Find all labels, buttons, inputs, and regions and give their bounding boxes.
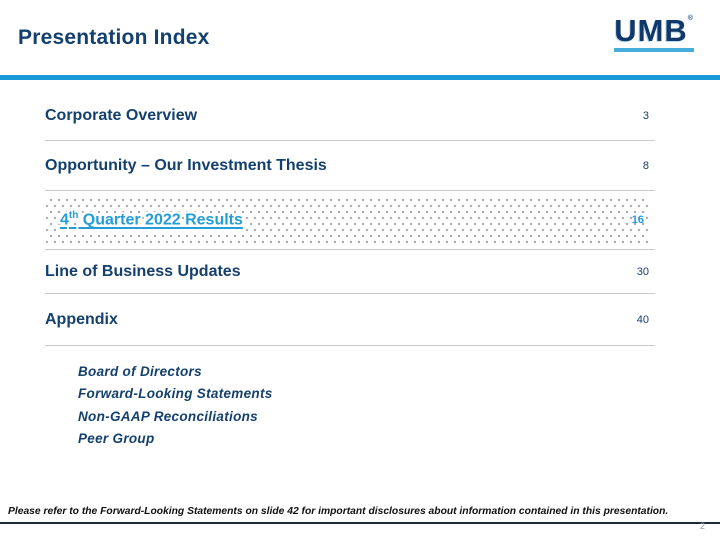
index-row-appendix: Appendix 40 xyxy=(45,294,655,346)
index-item-page-number: 16 xyxy=(631,213,644,226)
index-row-q4-results-highlighted: 4th Quarter 2022 Results 16 xyxy=(45,191,655,250)
umb-logo: UMB® xyxy=(614,15,694,52)
index-item-label: Line of Business Updates xyxy=(45,262,241,280)
footer-disclaimer-bar: Please refer to the Forward-Looking Stat… xyxy=(0,501,720,524)
sub-item-board-of-directors: Board of Directors xyxy=(78,364,202,379)
index-row-corporate-overview: Corporate Overview 3 xyxy=(45,91,655,141)
index-list: Corporate Overview 3 Opportunity – Our I… xyxy=(45,91,655,346)
index-item-page-number: 3 xyxy=(642,109,649,122)
page-title: Presentation Index xyxy=(18,26,210,49)
index-row-opportunity: Opportunity – Our Investment Thesis 8 xyxy=(45,141,655,191)
slide-page-number: 2 xyxy=(699,521,705,531)
sub-item-forward-looking-statements: Forward-Looking Statements xyxy=(78,386,273,402)
index-item-page-number: 40 xyxy=(636,313,649,326)
umb-logo-text: UMB® xyxy=(614,15,694,46)
registered-trademark-symbol: ® xyxy=(687,15,694,22)
index-item-label: Quarter 2022 Results xyxy=(78,211,243,229)
umb-logo-wordmark: UMB xyxy=(614,13,688,48)
umb-logo-underline xyxy=(614,48,694,52)
index-item-label: Appendix xyxy=(45,310,118,328)
header-divider-rule xyxy=(0,75,720,80)
appendix-sub-items: Board of Directors Forward-Looking State… xyxy=(78,361,273,451)
q4-results-link[interactable]: 4th Quarter 2022 Results xyxy=(60,210,243,229)
index-item-page-number: 30 xyxy=(636,265,649,278)
sub-item-peer-group: Peer Group xyxy=(78,431,155,447)
sub-item-non-gaap-reconciliations: Non-GAAP Reconciliations xyxy=(78,408,258,424)
index-item-page-number: 8 xyxy=(642,159,649,172)
index-row-line-of-business: Line of Business Updates 30 xyxy=(45,250,655,294)
disclaimer-text: Please refer to the Forward-Looking Stat… xyxy=(8,506,669,517)
index-item-label: Opportunity – Our Investment Thesis xyxy=(45,156,327,174)
superscript-th: th xyxy=(68,209,79,221)
index-item-label: Corporate Overview xyxy=(45,106,198,124)
index-item-label: 4 xyxy=(60,211,69,229)
